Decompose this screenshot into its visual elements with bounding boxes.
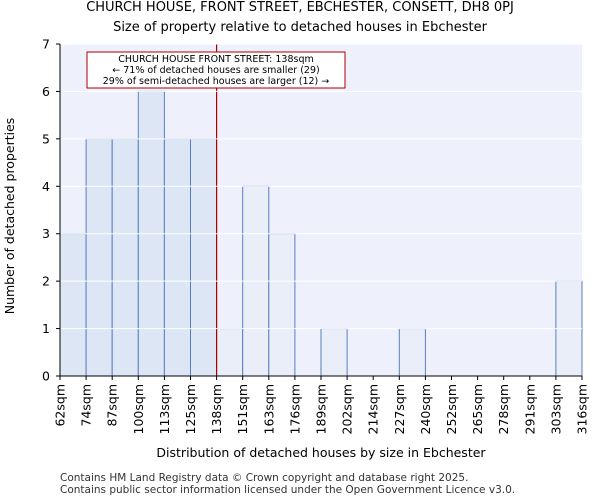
annotation-line-1: CHURCH HOUSE FRONT STREET: 138sqm	[118, 54, 314, 65]
bar-125sqm	[190, 138, 218, 377]
x-tick-label: 113sqm	[157, 384, 172, 434]
bar-227sqm	[398, 328, 426, 377]
footer-line-2: Contains public sector information licen…	[60, 484, 516, 496]
y-axis-label: Number of detached properties	[2, 118, 17, 315]
footer-line-1: Contains HM Land Registry data © Crown c…	[60, 472, 469, 484]
x-tick-label: 87sqm	[105, 384, 120, 427]
x-tick-label: 100sqm	[131, 384, 146, 434]
x-tick-label: 214sqm	[366, 384, 381, 434]
annotation-box	[86, 51, 346, 89]
annotation-line-3: 29% of semi-detached houses are larger (…	[103, 76, 330, 87]
y-tick-label: 2	[42, 274, 50, 289]
x-tick-label: 74sqm	[79, 384, 94, 427]
y-tick-label: 0	[42, 369, 50, 384]
x-tick-label: 291sqm	[522, 384, 537, 434]
y-tick-label: 1	[42, 321, 50, 336]
annotation-line-2: ← 71% of detached houses are smaller (29…	[112, 65, 319, 76]
x-tick-label: 316sqm	[575, 384, 590, 434]
y-tick-label: 3	[42, 226, 50, 241]
x-tick-label: 138sqm	[209, 384, 224, 434]
chart-title: CHURCH HOUSE, FRONT STREET, EBCHESTER, C…	[86, 0, 514, 15]
bar-62sqm	[59, 233, 87, 377]
y-tick-label: 6	[42, 84, 50, 99]
x-tick-label: 240sqm	[418, 384, 433, 434]
chart-subtitle: Size of property relative to detached ho…	[113, 20, 487, 35]
y-tick-label: 5	[42, 131, 50, 146]
y-tick-label: 4	[42, 179, 50, 194]
x-tick-label: 189sqm	[314, 384, 329, 434]
bar-189sqm	[320, 328, 348, 377]
x-tick-label: 303sqm	[548, 384, 563, 434]
bar-163sqm	[268, 233, 296, 377]
x-tick-label: 265sqm	[470, 384, 485, 434]
x-tick-label: 252sqm	[444, 384, 459, 434]
x-tick-label: 202sqm	[340, 384, 355, 434]
x-tick-label: 125sqm	[183, 384, 198, 434]
y-tick-label: 7	[42, 37, 50, 52]
x-axis-label: Distribution of detached houses by size …	[156, 445, 486, 460]
bar-87sqm	[111, 138, 139, 377]
x-tick-label: 278sqm	[496, 384, 511, 434]
bar-74sqm	[85, 138, 113, 377]
x-tick-label: 151sqm	[235, 384, 250, 434]
x-tick-label: 227sqm	[392, 384, 407, 434]
histogram-chart: 0 1 2 3 4 5 6 7 62sqm 74sqm 87sqm 100sqm 113sqm 125s…	[2, 37, 590, 461]
bar-138sqm	[216, 328, 244, 377]
x-tick-label: 176sqm	[287, 384, 302, 434]
x-tick-label: 163sqm	[261, 384, 276, 434]
x-tick-label: 62sqm	[53, 384, 68, 427]
bar-113sqm	[163, 138, 191, 377]
